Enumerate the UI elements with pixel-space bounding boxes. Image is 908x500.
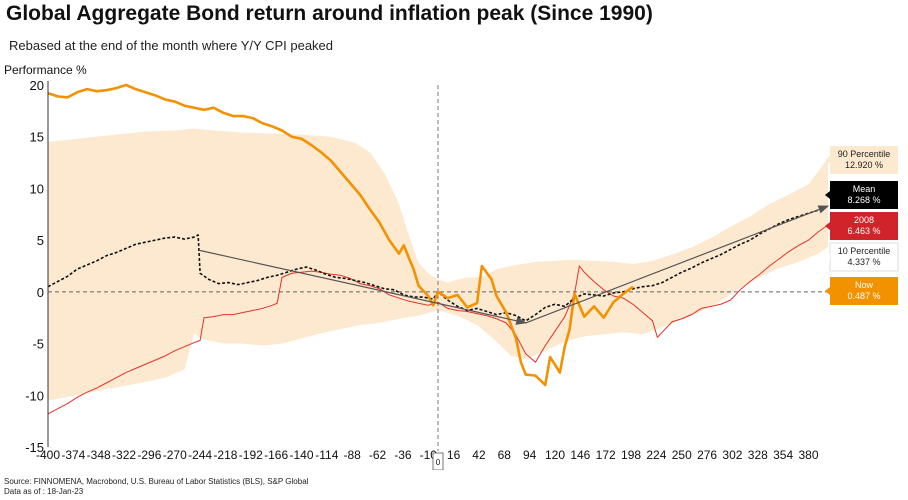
x-tick-label: 68 — [498, 448, 512, 462]
x-tick-label: 224 — [646, 448, 666, 462]
legend-box-label: Now — [855, 280, 874, 290]
y-tick-label: 10 — [30, 181, 44, 196]
x-tick-label: 354 — [773, 448, 793, 462]
x-tick-label: 120 — [545, 448, 565, 462]
x-tick-label: -322 — [112, 448, 136, 462]
legend-box-pointer — [825, 287, 830, 295]
legend-box-value: 12.920 % — [845, 160, 883, 170]
y-tick-label: -5 — [32, 337, 44, 352]
downtrend-arrow — [199, 249, 527, 325]
x-tick-label: 328 — [748, 448, 768, 462]
x-tick-label: -62 — [369, 448, 387, 462]
legend-box-value: 4.337 % — [847, 257, 880, 267]
legend-box-label: 2008 — [854, 215, 874, 225]
x-tick-label: -88 — [344, 448, 362, 462]
x-tick-label: -218 — [213, 448, 237, 462]
legend-box — [830, 277, 898, 305]
legend-box-value: 6.463 % — [847, 226, 880, 236]
y-tick-label: 15 — [30, 130, 44, 145]
legend-box — [829, 242, 899, 272]
x-tick-label: -244 — [188, 448, 212, 462]
x-tick-label: 172 — [596, 448, 616, 462]
series-line-mean — [47, 205, 829, 322]
x-tick-label: -192 — [239, 448, 263, 462]
percentile-band — [48, 128, 828, 401]
x-tick-label: -166 — [264, 448, 288, 462]
x-tick-label: 276 — [697, 448, 717, 462]
legend-box-label: 90 Percentile — [838, 149, 891, 159]
chart-title: Global Aggregate Bond return around infl… — [6, 2, 653, 25]
series-line-2008 — [47, 224, 829, 415]
legend-box-value: 8.268 % — [847, 195, 880, 205]
x-tick-label: -36 — [394, 448, 412, 462]
x-tick-label: 302 — [722, 448, 742, 462]
x-tick-label: 146 — [570, 448, 590, 462]
legend-box — [830, 181, 898, 209]
x-tick-label: -374 — [61, 448, 85, 462]
legend-box-pointer — [825, 253, 830, 261]
legend-box-pointer — [825, 191, 830, 199]
x-tick-label: -270 — [163, 448, 187, 462]
data-date-note: Data as of : 18-Jan-23 — [4, 487, 84, 496]
x-tick-label: 198 — [621, 448, 641, 462]
y-tick-label: 5 — [37, 233, 44, 248]
chart-footer: Source: FINNOMENA, Macrobond, U.S. Burea… — [4, 477, 308, 497]
x-tick-label: -296 — [137, 448, 161, 462]
y-tick-label: -15 — [25, 440, 44, 455]
legend-box-label: Mean — [853, 184, 876, 194]
x-tick-label: -140 — [289, 448, 313, 462]
x-tick-label: 94 — [523, 448, 537, 462]
peak-marker-box — [432, 452, 444, 470]
legend-box — [830, 146, 898, 174]
peak-marker-label: 0 — [436, 458, 441, 467]
y-tick-label: 0 — [37, 285, 44, 300]
series-line-now — [47, 83, 634, 387]
x-tick-label: 380 — [798, 448, 818, 462]
y-tick-label: -10 — [25, 388, 44, 403]
legend-box-label: 10 Percentile — [838, 246, 891, 256]
x-tick-label: -114 — [315, 448, 338, 462]
legend-box — [830, 212, 898, 240]
uptrend-arrow — [525, 205, 830, 324]
legend-box-value: 0.487 % — [847, 291, 880, 301]
x-tick-label: -348 — [87, 448, 111, 462]
x-tick-label: 250 — [672, 448, 692, 462]
legend-box-pointer — [825, 156, 830, 164]
source-note: Source: FINNOMENA, Macrobond, U.S. Burea… — [4, 477, 309, 486]
x-tick-label: 16 — [447, 448, 461, 462]
x-tick-label: -400 — [36, 448, 60, 462]
y-axis-label: Performance % — [4, 63, 87, 77]
legend-box-pointer — [825, 222, 830, 230]
x-tick-label: 42 — [472, 448, 486, 462]
chart-subtitle: Rebased at the end of the month where Y/… — [9, 38, 334, 53]
y-tick-label: 20 — [30, 78, 44, 93]
